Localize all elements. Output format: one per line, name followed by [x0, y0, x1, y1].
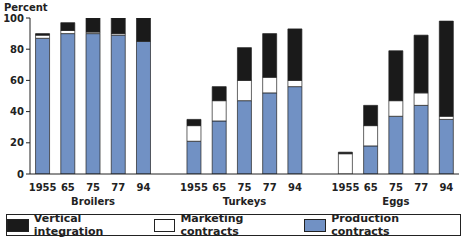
svg-text:40: 40 — [10, 106, 24, 117]
svg-text:65: 65 — [61, 182, 75, 193]
html-text:Marketing contracts: Marketing contracts — [180, 212, 244, 238]
svg-text:77: 77 — [111, 182, 125, 193]
svg-text:77: 77 — [414, 182, 428, 193]
svg-text:75: 75 — [238, 182, 252, 193]
svg-text:65: 65 — [364, 182, 378, 193]
svg-text:1955: 1955 — [180, 182, 208, 193]
svg-text:Eggs: Eggs — [382, 196, 409, 207]
svg-text:1955: 1955 — [29, 182, 57, 193]
svg-text:75: 75 — [86, 182, 100, 193]
svg-text:77: 77 — [263, 182, 277, 193]
svg-text:1955: 1955 — [332, 182, 360, 193]
svg-text:75: 75 — [389, 182, 403, 193]
svg-text:Turkeys: Turkeys — [223, 196, 266, 207]
svg-text:80: 80 — [10, 44, 24, 55]
svg-text:60: 60 — [10, 75, 24, 86]
svg-text:65: 65 — [212, 182, 226, 193]
svg-text:Broilers: Broilers — [71, 196, 115, 207]
html-text:Vertical integration: Vertical integration — [33, 212, 104, 238]
svg-text:20: 20 — [10, 137, 24, 148]
svg-text:94: 94 — [137, 182, 151, 193]
svg-text:0: 0 — [17, 169, 24, 180]
svg-text:94: 94 — [439, 182, 453, 193]
svg-text:94: 94 — [288, 182, 302, 193]
svg-text:100: 100 — [8, 13, 24, 24]
html-text:Percent: Percent — [4, 2, 48, 13]
html-text:Production contracts: Production contracts — [331, 212, 399, 238]
